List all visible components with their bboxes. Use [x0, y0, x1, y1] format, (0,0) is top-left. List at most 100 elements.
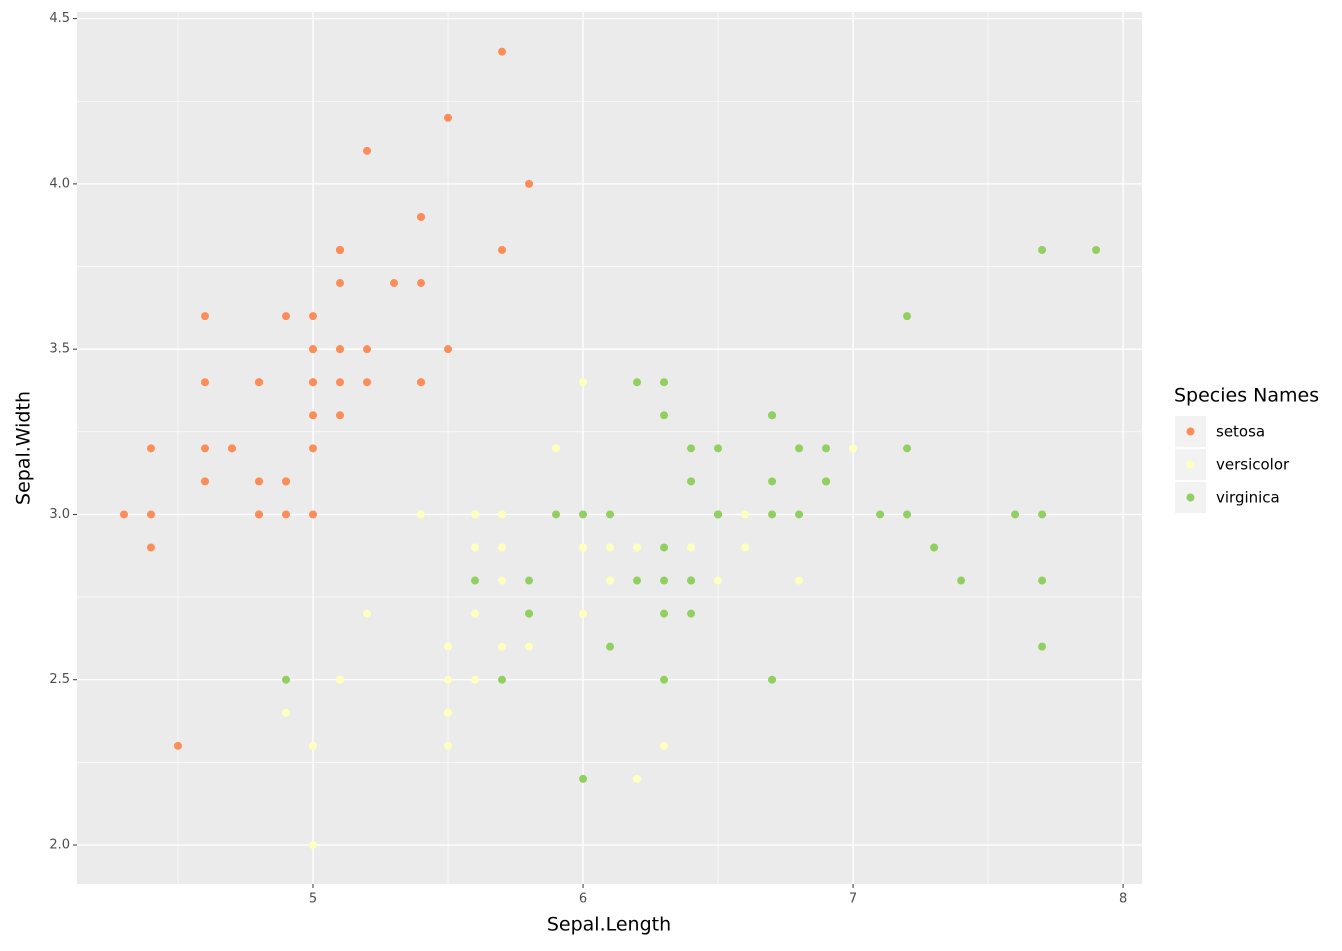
point: [498, 47, 507, 56]
point: [471, 609, 480, 618]
grid: [77, 12, 1142, 884]
point: [849, 444, 858, 453]
point: [525, 576, 534, 585]
point: [363, 146, 372, 155]
point: [336, 411, 345, 420]
point: [660, 609, 669, 618]
point: [795, 444, 804, 453]
legend-label: virginica: [1216, 489, 1280, 507]
point: [498, 642, 507, 651]
y-tick-label: 2.5: [49, 672, 70, 687]
point: [336, 279, 345, 288]
point: [660, 741, 669, 750]
point: [255, 477, 264, 486]
point: [822, 477, 831, 486]
y-axis-title: Sepal.Width: [13, 391, 35, 505]
point: [660, 378, 669, 387]
point: [417, 510, 426, 519]
point: [714, 510, 723, 519]
point: [471, 543, 480, 552]
point: [930, 543, 939, 552]
point: [309, 312, 318, 321]
point: [822, 444, 831, 453]
point: [200, 378, 209, 387]
point: [444, 741, 453, 750]
point: [606, 642, 615, 651]
point: [444, 113, 453, 122]
point: [633, 543, 642, 552]
y-tick-label: 3.0: [49, 507, 70, 522]
point: [579, 774, 588, 783]
point: [471, 510, 480, 519]
point: [498, 510, 507, 519]
point: [552, 444, 561, 453]
point: [525, 642, 534, 651]
point: [606, 576, 615, 585]
point: [363, 345, 372, 354]
point: [687, 477, 696, 486]
points: [119, 47, 1101, 849]
point: [903, 444, 912, 453]
point: [200, 477, 209, 486]
point: [498, 675, 507, 684]
y-tick-label: 3.5: [49, 342, 70, 357]
point: [741, 543, 750, 552]
point: [417, 378, 426, 387]
point: [714, 444, 723, 453]
point: [741, 510, 750, 519]
point: [687, 576, 696, 585]
x-tick-label: 5: [309, 892, 317, 907]
point: [903, 312, 912, 321]
point: [579, 510, 588, 519]
point: [660, 411, 669, 420]
legend: setosa versicolor virginica: [1175, 416, 1290, 513]
point: [444, 675, 453, 684]
legend-marker: [1186, 493, 1195, 502]
point: [146, 510, 155, 519]
point: [606, 510, 615, 519]
point: [444, 708, 453, 717]
point: [795, 510, 804, 519]
point: [1038, 510, 1047, 519]
point: [633, 774, 642, 783]
point: [309, 510, 318, 519]
legend-title: Species Names: [1174, 385, 1319, 407]
point: [282, 312, 291, 321]
point: [363, 609, 372, 618]
legend-marker: [1186, 460, 1195, 469]
point: [768, 510, 777, 519]
point: [173, 741, 182, 750]
point: [687, 444, 696, 453]
point: [1092, 245, 1101, 254]
point: [1038, 576, 1047, 585]
point: [282, 675, 291, 684]
point: [498, 576, 507, 585]
point: [876, 510, 885, 519]
point: [417, 212, 426, 221]
point: [1038, 642, 1047, 651]
point: [633, 378, 642, 387]
point: [336, 378, 345, 387]
point: [282, 477, 291, 486]
point: [390, 279, 399, 288]
point: [606, 543, 615, 552]
point: [309, 444, 318, 453]
point: [282, 510, 291, 519]
point: [552, 510, 561, 519]
point: [1038, 245, 1047, 254]
y-tick-label: 2.0: [49, 837, 70, 852]
point: [119, 510, 128, 519]
point: [146, 444, 155, 453]
point: [768, 411, 777, 420]
point: [633, 576, 642, 585]
point: [309, 411, 318, 420]
legend-marker: [1186, 427, 1195, 436]
point: [471, 675, 480, 684]
point: [255, 378, 264, 387]
panel: [77, 12, 1142, 884]
point: [309, 840, 318, 849]
point: [498, 245, 507, 254]
legend-label: versicolor: [1216, 456, 1290, 474]
x-tick-label: 7: [849, 892, 857, 907]
